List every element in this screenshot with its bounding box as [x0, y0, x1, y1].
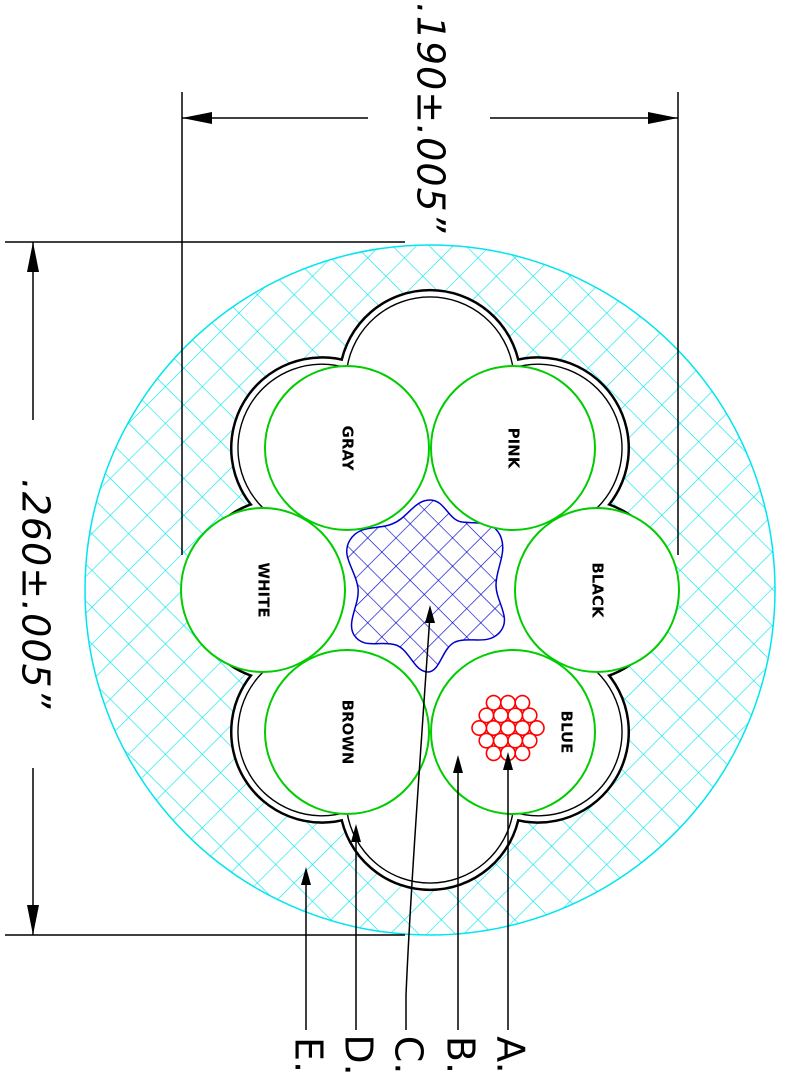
conductor-strand: [514, 694, 531, 711]
conductor-strand: [485, 745, 502, 762]
callout-b: B.: [439, 1036, 483, 1074]
callout-d: D.: [337, 1034, 381, 1075]
wire-label-white: WHITE: [255, 562, 273, 617]
wire-white: WHITE: [180, 507, 346, 673]
wire-brown: BROWN: [264, 649, 430, 815]
callout-e: E.: [287, 1037, 331, 1073]
wire-black: BLACK: [514, 507, 680, 673]
conductor-strand: [521, 707, 538, 724]
width-dimension: .190±.005”: [181, 3, 679, 555]
conductor-strand: [521, 732, 538, 749]
conductor-strand: [514, 745, 531, 762]
wire-label-gray: GRAY: [339, 426, 357, 472]
wire-label-blue: BLUE: [558, 711, 576, 754]
callout-leaders: [301, 605, 513, 1030]
conductor-strands: [471, 694, 545, 762]
wire-label-brown: BROWN: [339, 700, 357, 765]
callout-c: C.: [387, 1036, 431, 1075]
width-dimension-label: .190±.005”: [409, 3, 453, 234]
callout-labels: A. B. C. D. E.: [287, 1034, 533, 1075]
wire-gray: GRAY: [264, 365, 430, 531]
height-dimension: .260±.005”: [5, 241, 405, 936]
center-filler: [346, 499, 506, 673]
wire-pink: PINK: [430, 365, 596, 531]
wire-label-black: BLACK: [589, 562, 607, 619]
callout-a: A.: [489, 1036, 533, 1073]
wire-label-pink: PINK: [505, 428, 523, 470]
height-dimension-label: .260±.005”: [14, 479, 58, 710]
conductor-strand: [528, 719, 545, 736]
